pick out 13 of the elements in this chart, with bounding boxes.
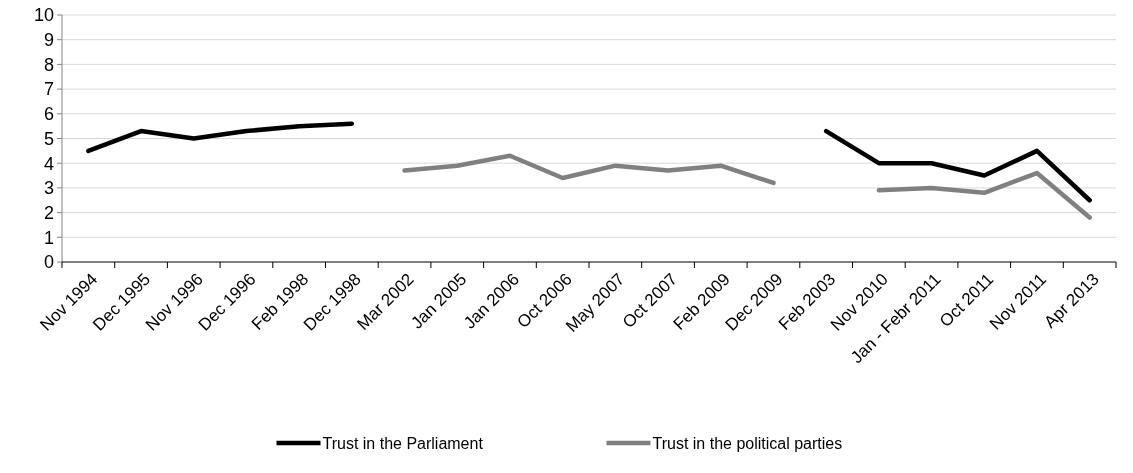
legend-label: Trust in the political parties — [652, 434, 843, 452]
y-tick-label: 7 — [43, 79, 54, 100]
y-tick-label: 4 — [43, 153, 54, 174]
y-tick-label: 8 — [43, 54, 54, 75]
y-tick-label: 9 — [43, 30, 54, 50]
y-tick-label: 3 — [43, 178, 54, 199]
y-tick-label: 6 — [43, 104, 54, 125]
y-tick-label: 5 — [43, 128, 54, 149]
y-tick-label: 1 — [43, 227, 54, 248]
y-tick-label: 2 — [43, 202, 54, 223]
y-tick-label: 0 — [43, 252, 54, 273]
y-tick-label: 10 — [33, 5, 54, 26]
legend-label: Trust in the Parliament — [322, 434, 484, 452]
